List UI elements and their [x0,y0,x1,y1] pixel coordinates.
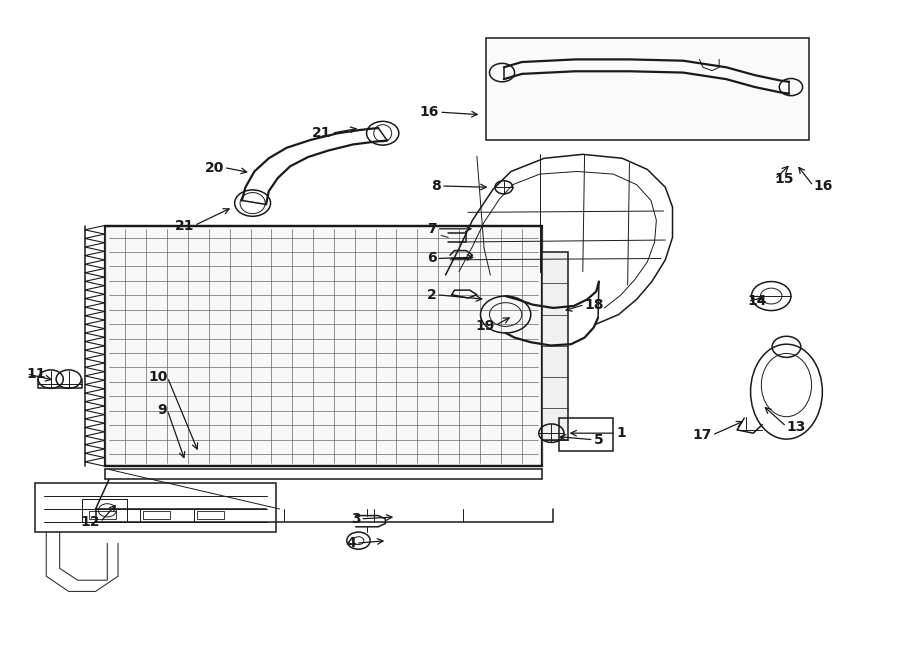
Text: 2: 2 [427,288,436,302]
Bar [35,483,276,532]
Text: 18: 18 [585,298,604,312]
Text: 14: 14 [748,295,768,308]
Bar [89,511,116,519]
Text: 1: 1 [616,426,625,440]
Text: 21: 21 [312,126,331,140]
Bar [197,511,224,519]
Text: 21: 21 [175,218,194,232]
Text: 16: 16 [814,179,832,193]
Text: 11: 11 [26,367,46,381]
Bar [543,252,568,440]
Text: 7: 7 [427,222,436,236]
Text: 19: 19 [475,318,495,333]
Text: 9: 9 [158,403,167,417]
Text: 13: 13 [787,420,806,434]
Bar [143,511,170,519]
Text: 8: 8 [431,179,441,193]
Bar [560,418,613,451]
Bar [104,226,543,466]
Text: 12: 12 [81,515,100,529]
Text: 6: 6 [427,252,436,265]
Text: 20: 20 [204,160,224,175]
Text: 3: 3 [351,512,360,526]
Text: 5: 5 [594,433,603,447]
Text: 10: 10 [148,370,167,384]
Text: 17: 17 [693,428,712,442]
Text: 4: 4 [346,536,356,550]
Bar [486,38,809,140]
Text: 15: 15 [775,172,795,187]
Text: 16: 16 [420,105,439,119]
